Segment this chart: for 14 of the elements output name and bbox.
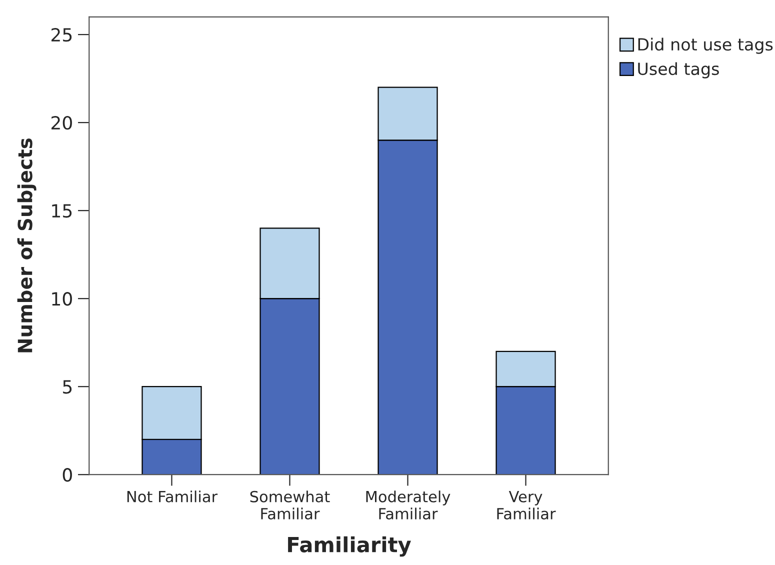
x-tick-label: Not Familiar [127,490,218,502]
legend-label: Used tags [638,62,719,78]
y-tick-label: 25 [52,28,72,42]
x-tick-label: Very Familiar [497,491,556,520]
y-tick-label: 15 [52,204,72,218]
y-tick-label: 5 [63,380,72,394]
x-axis-title: Familiarity [288,536,411,557]
legend-label: Did not use tags [638,38,773,54]
x-tick-label: Moderately Familiar [366,490,450,520]
y-axis-title: Number of Subjects [17,138,36,352]
y-tick-label: 20 [52,116,72,130]
x-tick-label: Somewhat Familiar [250,490,330,520]
y-tick-label: 0 [62,468,72,482]
y-tick-label: 10 [52,292,72,306]
